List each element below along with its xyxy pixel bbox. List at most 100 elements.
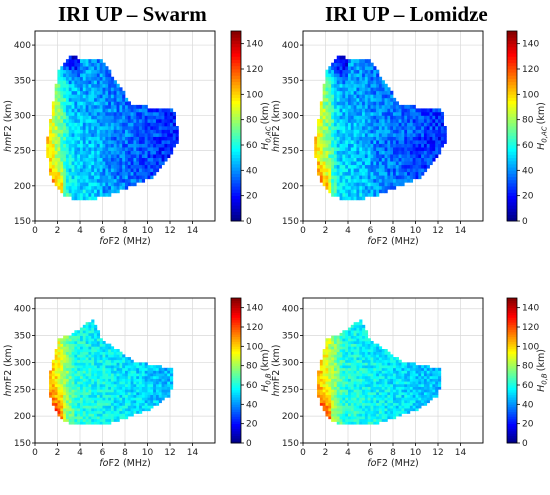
heatmap-cell — [85, 330, 89, 334]
heatmap-cell — [362, 90, 366, 95]
heatmap-cell — [364, 375, 369, 379]
heatmap-cell — [373, 373, 377, 377]
heatmap-cell — [364, 161, 369, 166]
heatmap-cell — [139, 370, 143, 374]
heatmap-cell — [393, 400, 397, 404]
heatmap-cell — [125, 171, 129, 176]
heatmap-cell — [170, 150, 174, 155]
heatmap-cell — [54, 129, 58, 134]
heatmap-cell — [390, 157, 394, 162]
heatmap-cell — [153, 136, 157, 141]
heatmap-cell — [317, 168, 321, 173]
heatmap-cell — [381, 370, 385, 374]
heatmap-cell — [63, 111, 67, 116]
heatmap-cell — [348, 94, 352, 99]
heatmap-cell — [71, 391, 75, 396]
colorbar-step — [231, 414, 241, 417]
heatmap-cell — [65, 402, 70, 406]
heatmap-cell — [68, 66, 72, 71]
heatmap-cell — [367, 389, 371, 393]
heatmap-cell — [80, 87, 84, 92]
heatmap-cell — [339, 90, 343, 95]
heatmap-cell — [356, 62, 360, 67]
heatmap-cell — [77, 421, 81, 425]
heatmap-cell — [401, 178, 405, 183]
heatmap-cell — [71, 416, 75, 420]
heatmap-cell — [376, 185, 380, 190]
heatmap-cell — [398, 108, 402, 113]
heatmap-cell — [164, 133, 168, 137]
heatmap-cell — [339, 136, 343, 141]
heatmap-cell — [378, 111, 383, 116]
heatmap-cell — [133, 367, 137, 371]
heatmap-cell — [71, 340, 75, 344]
heatmap-cell — [325, 354, 329, 358]
heatmap-cell — [353, 175, 357, 180]
heatmap-cell — [325, 140, 329, 144]
heatmap-cell — [336, 94, 340, 99]
heatmap-cell — [60, 349, 64, 353]
heatmap-cell — [110, 397, 115, 401]
colorbar-step — [507, 100, 517, 105]
heatmap-cell — [119, 182, 123, 187]
heatmap-cell — [80, 115, 84, 120]
heatmap-cell — [94, 168, 98, 173]
heatmap-cell — [393, 367, 397, 371]
heatmap-cell — [85, 196, 89, 201]
heatmap-cell — [116, 182, 120, 187]
heatmap-cell — [322, 126, 326, 130]
heatmap-cell — [395, 150, 399, 155]
heatmap-cell — [440, 111, 444, 116]
heatmap-cell — [364, 335, 369, 339]
heatmap-cell — [373, 370, 377, 374]
heatmap-cell — [378, 94, 383, 99]
heatmap-cell — [345, 182, 349, 187]
colorbar-step — [507, 186, 517, 190]
colorbar-step — [231, 183, 241, 187]
heatmap-cell — [77, 97, 81, 102]
heatmap-cell — [122, 397, 126, 401]
heatmap-cell — [376, 129, 380, 134]
heatmap-cell — [122, 375, 126, 379]
heatmap-cell — [108, 383, 112, 387]
heatmap-cell — [359, 164, 363, 169]
heatmap-cell — [54, 351, 58, 355]
heatmap-cell — [71, 143, 75, 148]
heatmap-cell — [144, 161, 148, 166]
heatmap-cell — [57, 175, 61, 180]
heatmap-cell — [336, 147, 340, 151]
heatmap-cell — [362, 416, 366, 420]
heatmap-cell — [74, 383, 78, 387]
heatmap-cell — [77, 147, 81, 151]
heatmap-cell — [127, 182, 131, 187]
heatmap-cell — [350, 408, 354, 412]
heatmap-cell — [71, 386, 75, 390]
y-tick-label: 300 — [14, 358, 31, 368]
heatmap-cell — [113, 168, 117, 173]
heatmap-cell — [57, 150, 61, 155]
heatmap-cell — [127, 408, 131, 412]
heatmap-cell — [147, 161, 151, 166]
heatmap-cell — [80, 351, 84, 355]
heatmap-cell — [74, 335, 78, 339]
heatmap-cell — [359, 83, 363, 88]
heatmap-cell — [99, 129, 103, 134]
heatmap-cell — [336, 192, 340, 197]
heatmap-cell — [412, 136, 416, 141]
heatmap-cell — [102, 408, 106, 412]
heatmap-cell — [350, 410, 354, 414]
heatmap-cell — [393, 389, 397, 393]
heatmap-cell — [119, 375, 123, 379]
heatmap-cell — [353, 335, 357, 339]
heatmap-cell — [328, 133, 332, 137]
heatmap-cell — [426, 140, 430, 144]
heatmap-cell — [339, 349, 343, 353]
heatmap-cell — [432, 136, 436, 141]
colorbar-step — [507, 107, 517, 111]
heatmap-cell — [348, 340, 352, 344]
heatmap-cell — [328, 147, 332, 151]
heatmap-cell — [49, 140, 53, 144]
heatmap-cell — [373, 400, 377, 404]
colorbar-tick-label: 20 — [522, 192, 534, 202]
heatmap-cell — [370, 154, 374, 159]
